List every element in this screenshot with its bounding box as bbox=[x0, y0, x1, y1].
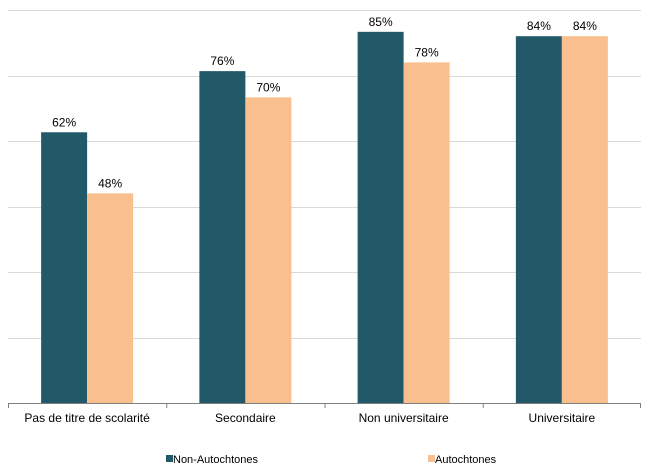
data-label: 84% bbox=[573, 19, 597, 33]
bar-non-autochtones bbox=[515, 36, 562, 403]
data-label: 84% bbox=[527, 19, 551, 33]
bar-non-autochtones bbox=[357, 31, 404, 403]
x-tick-label: Pas de titre de scolarité bbox=[24, 411, 150, 425]
bar-autochtones bbox=[245, 97, 292, 403]
legend-swatch bbox=[428, 455, 435, 462]
x-tick-label: Universitaire bbox=[529, 411, 596, 425]
legend-swatch bbox=[166, 455, 173, 462]
bar-autochtones bbox=[561, 36, 608, 403]
bar-autochtones bbox=[87, 193, 134, 403]
legend-label: Autochtones bbox=[435, 454, 497, 466]
legend-label: Non-Autochtones bbox=[173, 454, 258, 466]
bar-autochtones bbox=[403, 62, 450, 404]
data-label: 85% bbox=[369, 15, 393, 29]
x-tick-label: Non universitaire bbox=[359, 411, 449, 425]
data-label: 70% bbox=[256, 80, 280, 94]
bar-non-autochtones bbox=[41, 132, 88, 403]
data-label: 78% bbox=[415, 45, 439, 59]
data-label: 62% bbox=[52, 115, 76, 129]
x-tick-label: Secondaire bbox=[215, 411, 276, 425]
data-label: 76% bbox=[210, 54, 234, 68]
data-label: 48% bbox=[98, 176, 122, 190]
bar-non-autochtones bbox=[199, 71, 246, 403]
